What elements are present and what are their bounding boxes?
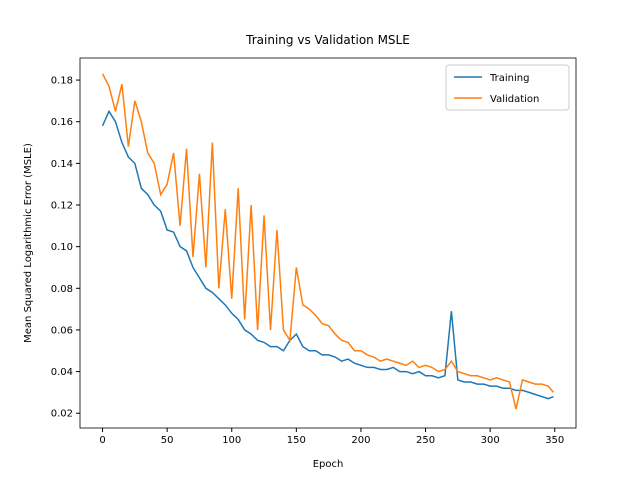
- x-tick-label: 300: [481, 435, 500, 446]
- y-tick-label: 0.12: [51, 201, 73, 212]
- y-tick-label: 0.18: [51, 76, 73, 87]
- data-line: [101, 109, 554, 400]
- x-axis-label: Epoch: [313, 459, 344, 470]
- x-tick-label: 100: [222, 435, 241, 446]
- y-tick-label: 0.06: [51, 325, 73, 336]
- x-tick-label: 150: [287, 435, 306, 446]
- chart-title: Training vs Validation MSLE: [245, 33, 410, 47]
- y-tick-label: 0.14: [51, 159, 73, 170]
- legend-label: Training: [489, 73, 529, 84]
- y-tick-label: 0.16: [51, 117, 73, 128]
- legend-label: Validation: [490, 94, 539, 105]
- y-tick-label: 0.02: [51, 409, 73, 420]
- x-tick-label: 200: [351, 435, 370, 446]
- x-tick-label: 50: [161, 435, 174, 446]
- x-tick-label: 350: [545, 435, 564, 446]
- y-tick-label: 0.10: [51, 242, 73, 253]
- y-axis-label: Mean Squared Logarithmic Error (MSLE): [23, 143, 34, 343]
- plot-frame: [79, 57, 577, 429]
- y-tick-label: 0.08: [51, 284, 73, 295]
- data-line: [101, 73, 555, 410]
- y-tick-label: 0.04: [51, 367, 73, 378]
- x-tick-label: 0: [99, 435, 105, 446]
- x-tick-label: 250: [416, 435, 435, 446]
